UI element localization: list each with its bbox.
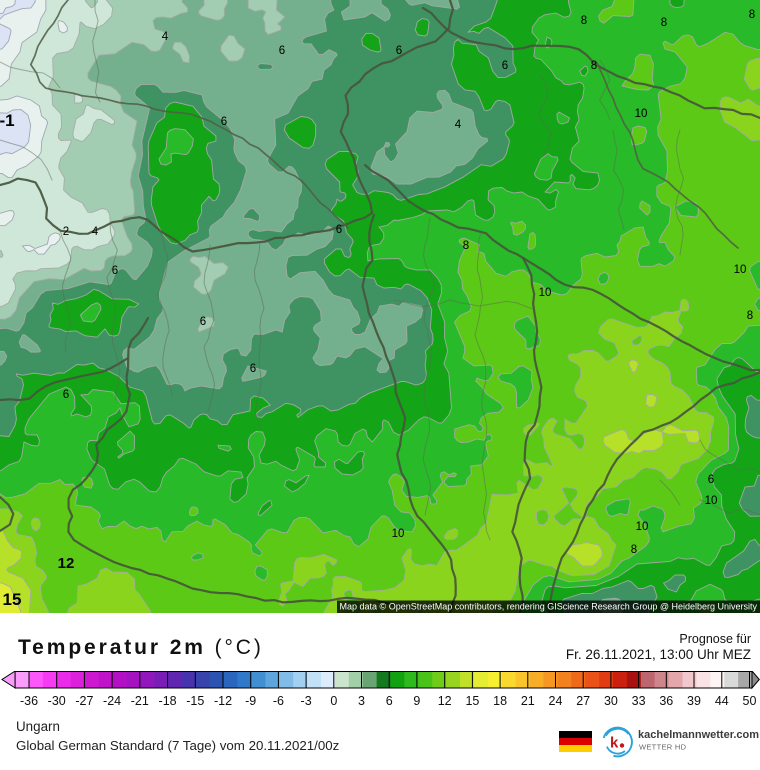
- svg-text:6: 6: [63, 389, 69, 401]
- svg-text:4: 4: [92, 226, 99, 238]
- svg-text:-12: -12: [214, 694, 232, 708]
- svg-text:-30: -30: [48, 694, 66, 708]
- svg-text:6: 6: [200, 316, 206, 328]
- svg-text:-9: -9: [245, 694, 256, 708]
- svg-text:9: 9: [413, 694, 420, 708]
- svg-text:-27: -27: [75, 694, 93, 708]
- svg-text:36: 36: [659, 694, 673, 708]
- svg-text:8: 8: [747, 310, 753, 322]
- svg-text:18: 18: [493, 694, 507, 708]
- svg-text:4: 4: [455, 119, 462, 131]
- svg-text:4: 4: [162, 31, 169, 43]
- svg-text:6: 6: [336, 224, 342, 236]
- svg-text:50: 50: [743, 694, 757, 708]
- svg-text:2: 2: [63, 226, 69, 238]
- svg-text:-36: -36: [20, 694, 38, 708]
- svg-text:6: 6: [279, 45, 285, 57]
- svg-text:8: 8: [631, 544, 637, 556]
- svg-text:kachelmannwetter.com: kachelmannwetter.com: [638, 729, 759, 741]
- svg-text:6: 6: [396, 45, 402, 57]
- svg-text:15: 15: [3, 590, 22, 609]
- svg-text:8: 8: [591, 60, 597, 72]
- svg-text:10: 10: [539, 287, 552, 299]
- svg-text:-1: -1: [0, 111, 15, 130]
- svg-text:6: 6: [221, 116, 227, 128]
- svg-text:10: 10: [635, 108, 648, 120]
- svg-text:10: 10: [392, 528, 405, 540]
- svg-text:Map data © OpenStreetMap contr: Map data © OpenStreetMap contributors, r…: [340, 602, 758, 612]
- svg-text:6: 6: [250, 363, 256, 375]
- svg-text:21: 21: [521, 694, 535, 708]
- svg-text:6: 6: [502, 60, 508, 72]
- svg-text:0: 0: [330, 694, 337, 708]
- svg-text:10: 10: [734, 264, 747, 276]
- svg-text:k: k: [610, 735, 619, 752]
- svg-text:WETTER HD: WETTER HD: [639, 743, 687, 752]
- svg-text:39: 39: [687, 694, 701, 708]
- svg-text:24: 24: [549, 694, 563, 708]
- svg-text:8: 8: [581, 15, 587, 27]
- svg-text:-15: -15: [186, 694, 204, 708]
- svg-text:6: 6: [708, 474, 714, 486]
- svg-text:-3: -3: [301, 694, 312, 708]
- svg-text:12: 12: [58, 555, 75, 572]
- svg-text:8: 8: [749, 9, 755, 21]
- svg-text:33: 33: [632, 694, 646, 708]
- svg-text:15: 15: [465, 694, 479, 708]
- svg-text:44: 44: [715, 694, 729, 708]
- svg-text:-18: -18: [159, 694, 177, 708]
- svg-text:27: 27: [576, 694, 590, 708]
- svg-text:10: 10: [636, 521, 649, 533]
- svg-text:6: 6: [386, 694, 393, 708]
- svg-text:3: 3: [358, 694, 365, 708]
- svg-text:30: 30: [604, 694, 618, 708]
- svg-text:8: 8: [661, 17, 667, 29]
- svg-text:10: 10: [705, 495, 718, 507]
- svg-text:12: 12: [438, 694, 452, 708]
- svg-text:8: 8: [463, 240, 469, 252]
- svg-text:6: 6: [112, 265, 118, 277]
- svg-text:-6: -6: [273, 694, 284, 708]
- svg-text:-24: -24: [103, 694, 121, 708]
- svg-text:-21: -21: [131, 694, 149, 708]
